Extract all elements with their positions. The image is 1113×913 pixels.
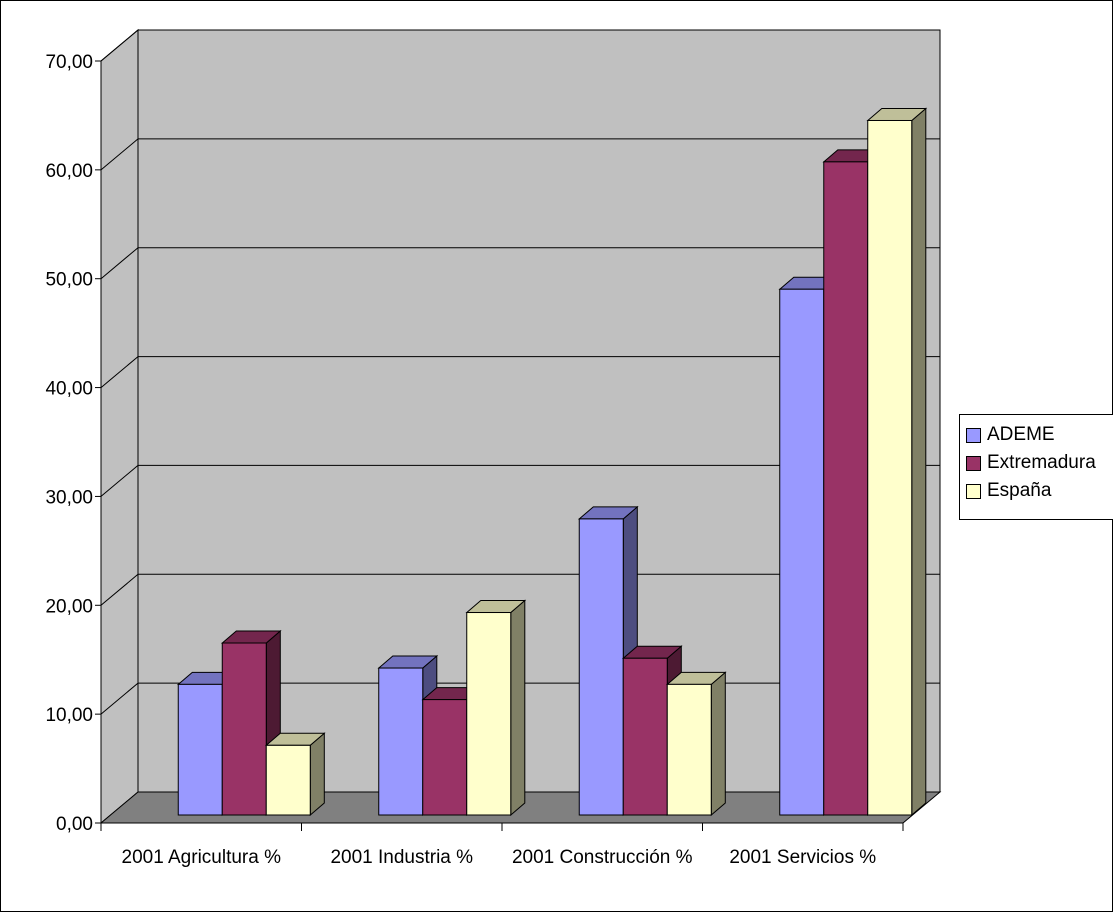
x-tick-label: 2001 Servicios % [729, 847, 876, 868]
y-tick-label: 60,00 [45, 161, 93, 182]
bar [264, 732, 326, 817]
bar-side [510, 599, 526, 817]
bar [465, 599, 527, 817]
bar-front [466, 612, 512, 816]
bar-front [666, 683, 712, 816]
bar-side [309, 732, 325, 817]
legend-label-ademe: ADEME [987, 424, 1055, 445]
y-tick-label: 40,00 [45, 379, 93, 400]
bar-front [867, 119, 913, 816]
bar-front [823, 161, 869, 816]
bar-side [911, 107, 927, 817]
legend-item-espana: España [966, 477, 1113, 505]
x-tick-label: 2001 Industria % [330, 847, 473, 868]
y-tick-label: 30,00 [45, 487, 93, 508]
bar [866, 107, 928, 817]
bar-front [177, 683, 223, 816]
side-wall [100, 28, 139, 825]
x-tick-label: 2001 Construcción % [512, 847, 693, 868]
gridline [100, 573, 940, 606]
gridline [100, 247, 940, 280]
legend-swatch-espana [966, 483, 981, 499]
legend-swatch-extremadura [966, 455, 981, 471]
y-tick-label: 0,00 [56, 814, 93, 835]
bar-front [622, 657, 668, 816]
bar-front [378, 667, 424, 816]
legend-item-extremadura: Extremadura [966, 449, 1113, 477]
y-tick-label: 10,00 [45, 705, 93, 726]
legend-label-extremadura: Extremadura [987, 452, 1096, 473]
bar-side [710, 671, 726, 817]
legend-item-ademe: ADEME [966, 421, 1113, 449]
bar-front [578, 518, 624, 816]
bar-front [265, 744, 311, 816]
gridline [100, 29, 940, 62]
y-tick-label: 20,00 [45, 596, 93, 617]
legend-swatch-ademe [966, 427, 981, 443]
bar-front [422, 699, 468, 816]
y-tick-label: 70,00 [45, 52, 93, 73]
x-tick-label: 2001 Agricultura % [122, 847, 282, 868]
gridline [100, 464, 940, 497]
bar-front [221, 642, 267, 816]
gridline [100, 138, 940, 171]
y-tick-label: 50,00 [45, 270, 93, 291]
legend-label-espana: España [987, 480, 1052, 501]
gridline [100, 356, 940, 388]
bar [220, 629, 282, 817]
chart-legend: ADEME Extremadura España [959, 414, 1113, 520]
bar [665, 671, 727, 817]
bar-front [779, 288, 825, 816]
